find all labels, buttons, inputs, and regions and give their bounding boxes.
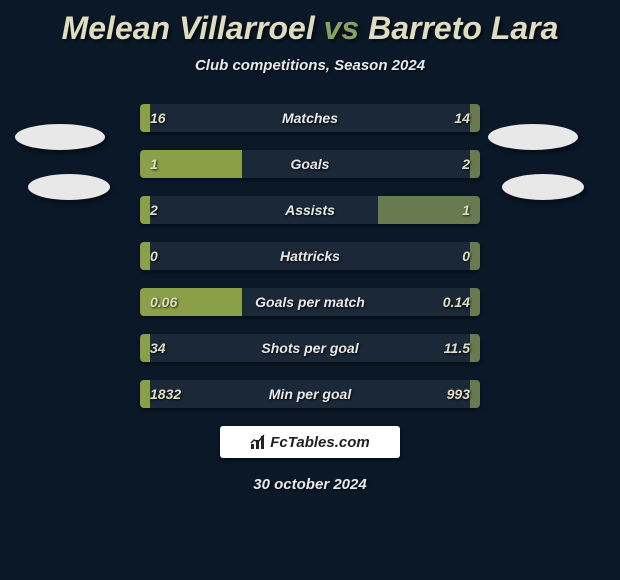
stat-row: 34Shots per goal11.5 xyxy=(140,334,480,362)
stat-row: 1Goals2 xyxy=(140,150,480,178)
stat-label: Goals xyxy=(140,156,480,172)
stat-value-right: 993 xyxy=(447,386,470,402)
stat-row: 2Assists1 xyxy=(140,196,480,224)
avatar-placeholder xyxy=(502,174,584,200)
stat-value-right: 0 xyxy=(462,248,470,264)
stat-row: 0Hattricks0 xyxy=(140,242,480,270)
avatar-placeholder xyxy=(28,174,110,200)
avatar-placeholder xyxy=(15,124,105,150)
date-label: 30 october 2024 xyxy=(0,476,620,493)
stat-label: Shots per goal xyxy=(140,340,480,356)
stat-value-right: 11.5 xyxy=(444,340,470,356)
comparison-title: Melean Villarroel vs Barreto Lara xyxy=(0,0,620,47)
stat-label: Assists xyxy=(140,202,480,218)
stat-label: Hattricks xyxy=(140,248,480,264)
stat-value-right: 1 xyxy=(462,202,470,218)
branding-text: FcTables.com xyxy=(270,434,369,451)
stats-container: 16Matches141Goals22Assists10Hattricks00.… xyxy=(140,104,480,408)
stat-value-right: 14 xyxy=(454,110,470,126)
stat-label: Min per goal xyxy=(140,386,480,402)
chart-icon xyxy=(250,434,266,450)
branding-badge: FcTables.com xyxy=(220,426,400,458)
stat-row: 1832Min per goal993 xyxy=(140,380,480,408)
stat-row: 0.06Goals per match0.14 xyxy=(140,288,480,316)
vs-separator: vs xyxy=(324,10,360,46)
avatar-placeholder xyxy=(488,124,578,150)
stat-label: Goals per match xyxy=(140,294,480,310)
subtitle: Club competitions, Season 2024 xyxy=(0,57,620,74)
stat-value-right: 2 xyxy=(462,156,470,172)
stat-label: Matches xyxy=(140,110,480,126)
stat-row: 16Matches14 xyxy=(140,104,480,132)
player1-name: Melean Villarroel xyxy=(62,10,315,46)
player2-name: Barreto Lara xyxy=(368,10,558,46)
stat-value-right: 0.14 xyxy=(443,294,470,310)
